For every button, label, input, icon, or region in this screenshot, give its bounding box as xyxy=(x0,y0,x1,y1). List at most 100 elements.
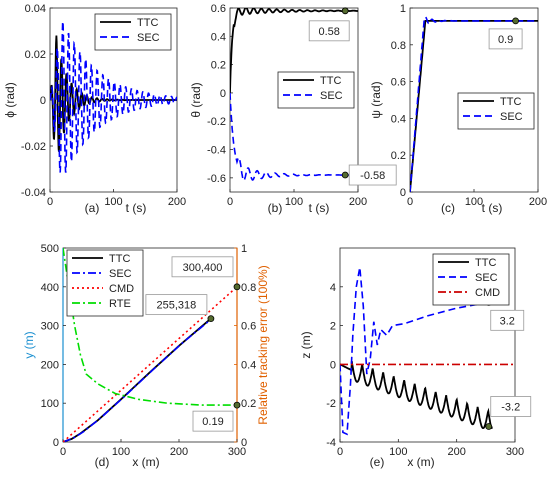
legend-box xyxy=(94,13,172,51)
y2-tick-label: 0.2 xyxy=(241,398,256,410)
y-tick-label: 0.2 xyxy=(391,150,406,162)
y-tick-label: 0.2 xyxy=(211,60,226,72)
x-tick-label: 100 xyxy=(112,446,130,458)
panel-caption: (e) xyxy=(370,455,385,469)
x-axis-label: t (s) xyxy=(482,201,503,215)
legend-box xyxy=(457,92,535,130)
x-axis-label: x (m) xyxy=(407,455,434,469)
legend-label-sec: SEC xyxy=(137,32,160,44)
legend-label-sec: SEC xyxy=(475,272,498,284)
panel-a: 0 100 200 -0.04 -0.02 0 0.02 0.04 ϕ (rad) (a) t (s… xyxy=(3,3,186,215)
series-line-sec xyxy=(340,267,489,436)
x-tick-label: 300 xyxy=(228,446,246,458)
panel-caption: (c) xyxy=(441,201,455,215)
y-tick-label: 4 xyxy=(330,282,336,294)
y-tick-label: 0.02 xyxy=(25,49,46,61)
y-tick-label: 2 xyxy=(330,321,336,333)
annotation-label: 0.19 xyxy=(202,416,223,428)
x-axis-label: t (s) xyxy=(126,201,147,215)
x-tick-label: 0 xyxy=(60,446,66,458)
y-tick-label: 100 xyxy=(41,398,59,410)
series-line-ttc xyxy=(230,8,358,93)
y-tick-label: 1 xyxy=(400,3,406,15)
y-tick-label: 0.6 xyxy=(391,77,406,89)
annotation-box xyxy=(490,396,532,417)
y-tick-label: 0.04 xyxy=(25,3,46,15)
panel-d: 0 100 200 300010020030040050000.20.40.60.81… xyxy=(22,243,270,469)
annotation-marker xyxy=(341,7,349,15)
legend-label-ttc: TTC xyxy=(475,257,496,269)
annotation-label: -0.58 xyxy=(360,170,385,182)
x-axis-label: t (s) xyxy=(309,201,330,215)
panel-c: 0 100 200 0 0.2 0.4 0.6 0.8 1 ψ (rad) (c) t (s) 0.9 T… xyxy=(369,3,547,215)
x-tick-label: 0 xyxy=(47,196,53,208)
y-axis-label: ϕ (rad) xyxy=(3,82,17,117)
y-tick-label: 0.8 xyxy=(391,40,406,52)
y-tick-label: -2 xyxy=(326,398,336,410)
y-tick-label: 500 xyxy=(41,243,59,255)
annotation-marker xyxy=(512,17,519,25)
y-tick-label: 0 xyxy=(220,88,226,100)
x-tick-label: 100 xyxy=(285,196,303,208)
y-axis-label: ψ (rad) xyxy=(369,81,383,118)
x-tick-label: 100 xyxy=(389,446,407,458)
y-tick-label: -4 xyxy=(326,437,336,449)
x-tick-label: 200 xyxy=(349,196,367,208)
y-tick-label: -0.4 xyxy=(207,145,226,157)
annotation-label: 3.2 xyxy=(500,315,515,327)
x-tick-label: 200 xyxy=(168,196,186,208)
x-axis-label: x (m) xyxy=(132,455,159,469)
y-tick-label: 0 xyxy=(53,437,59,449)
y-tick-label: 0 xyxy=(330,359,336,371)
series-line-sec xyxy=(230,92,358,182)
y-tick-label: 0.4 xyxy=(211,31,226,43)
y-axis-label: θ (rad) xyxy=(189,82,203,117)
x-tick-label: 100 xyxy=(465,196,483,208)
x-tick-label: 0 xyxy=(407,196,413,208)
x-tick-label: 0 xyxy=(337,446,343,458)
legend-label-cmd: CMD xyxy=(109,283,134,295)
annotation-box xyxy=(145,294,208,316)
x-tick-label: 200 xyxy=(170,446,188,458)
panel-caption: (a) xyxy=(85,201,100,215)
panel-caption: (d) xyxy=(95,455,110,469)
annotation-box xyxy=(308,20,350,42)
y-tick-label: -0.2 xyxy=(207,116,226,128)
legend-box xyxy=(66,249,144,317)
annotation-box xyxy=(348,164,397,186)
annotation-marker xyxy=(207,315,215,323)
annotation-label: 0.58 xyxy=(318,26,339,38)
x-tick-label: 0 xyxy=(227,196,233,208)
legend-box xyxy=(277,71,355,109)
y-tick-label: 300 xyxy=(41,321,59,333)
annotation-label: 255,318 xyxy=(157,300,197,312)
panel-e: 0 100 200 300 -4 -2 0 2 4 z (m) (e) x (m) 3.2 -3.2 TTC… xyxy=(299,247,532,469)
y-tick-label: 0.4 xyxy=(391,113,406,125)
legend-label-rte: RTE xyxy=(109,298,131,310)
series-line-cmd xyxy=(63,286,237,442)
y-tick-label: -0.04 xyxy=(21,187,46,199)
y-tick-label: 400 xyxy=(41,282,59,294)
y2-axis-label: Relative tracking error (100%) xyxy=(256,265,270,424)
y2-tick-label: 0.8 xyxy=(241,282,256,294)
annotation-label: 0.9 xyxy=(498,34,513,46)
annotation-box xyxy=(171,256,234,278)
x-tick-label: 100 xyxy=(104,196,122,208)
legend-label-ttc: TTC xyxy=(109,253,130,265)
y2-tick-label: 0 xyxy=(241,437,247,449)
y-axis-label: z (m) xyxy=(299,331,313,358)
series-line-ttc xyxy=(340,360,493,429)
legend-label-sec: SEC xyxy=(500,111,523,123)
y-tick-label: 0 xyxy=(400,187,406,199)
annotation-marker xyxy=(233,401,241,409)
panel-b: 0 100 200 -0.6 -0.4 -0.2 0 0.2 0.4 0.6 θ (rad) (b) t… xyxy=(189,3,397,215)
x-tick-label: 300 xyxy=(506,446,524,458)
legend-label-ttc: TTC xyxy=(137,17,158,29)
annotation-label: -3.2 xyxy=(501,401,520,413)
y-tick-label: 0 xyxy=(40,95,46,107)
annotation-box xyxy=(192,410,234,432)
legend-label-sec: SEC xyxy=(109,268,132,280)
annotation-box xyxy=(488,28,523,50)
x-tick-label: 200 xyxy=(529,196,547,208)
